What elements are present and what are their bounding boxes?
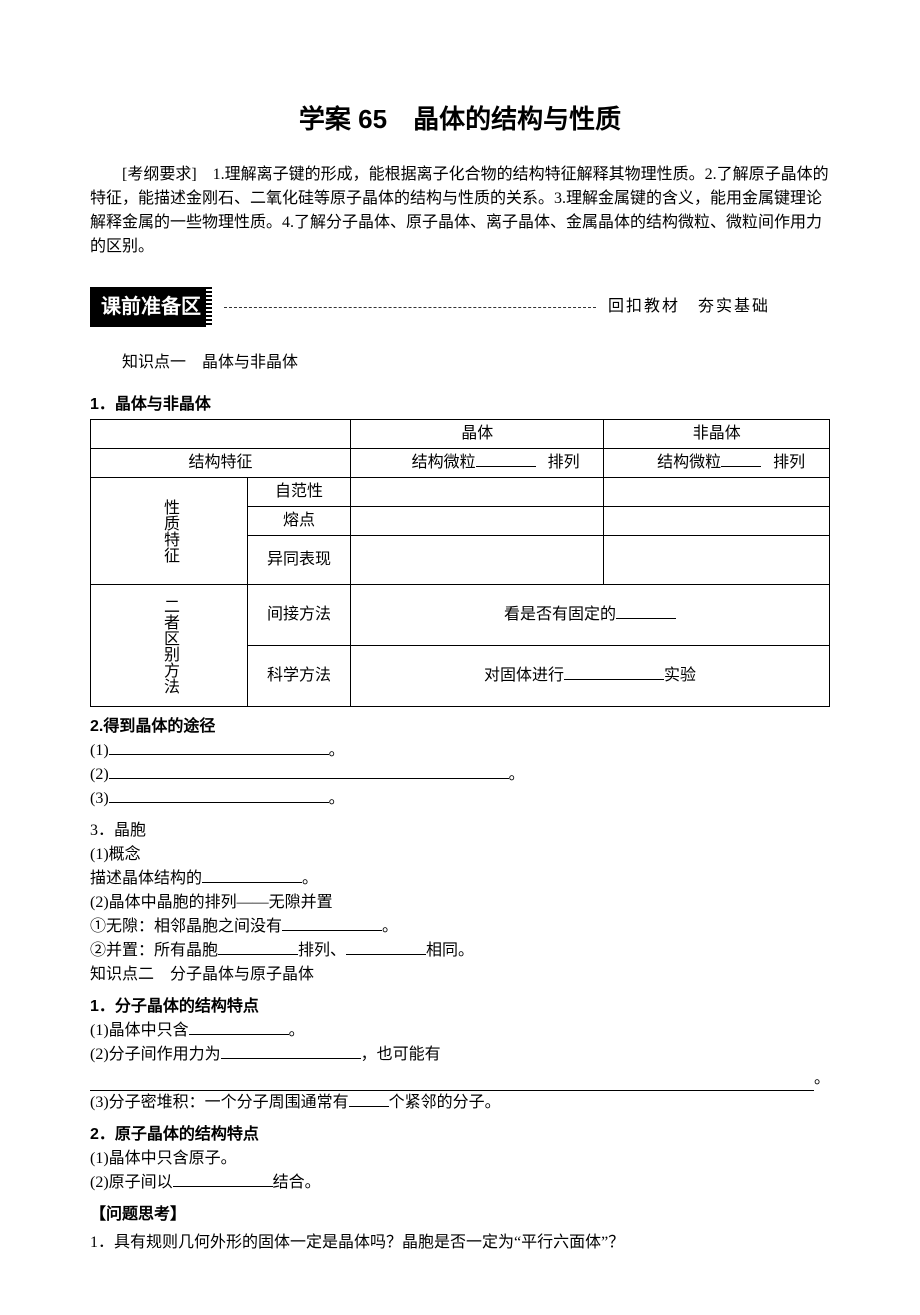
mol-1: (1)晶体中只含。 xyxy=(90,1019,830,1043)
struct-noncrystal-b: 排列 xyxy=(773,454,805,471)
blank xyxy=(721,466,761,467)
row-prop1: 自范性 xyxy=(248,478,351,507)
way-3: (3)。 xyxy=(90,787,830,811)
group-method: 二者区别方法 xyxy=(91,585,248,707)
method2-text-b: 实验 xyxy=(664,667,696,684)
knowledge-point-1: 知识点一 晶体与非晶体 xyxy=(90,351,830,375)
atom-heading: 2．原子晶体的结构特点 xyxy=(90,1123,830,1147)
crystal-table: 晶体 非晶体 结构特征 结构微粒 排列 结构微粒 排列 性质特征 自范性 熔点 xyxy=(90,419,830,707)
struct-crystal-a: 结构微粒 xyxy=(412,454,476,471)
group-prop: 性质特征 xyxy=(91,478,248,585)
band-left-box: 课前准备区 xyxy=(90,287,212,327)
band-right-text: 回扣教材 夯实基础 xyxy=(608,295,830,319)
row-prop3: 异同表现 xyxy=(248,536,351,585)
heading-3: 3．晶胞 xyxy=(90,819,830,843)
blank xyxy=(616,618,676,619)
row-struct-label: 结构特征 xyxy=(91,449,351,478)
th-crystal: 晶体 xyxy=(351,420,604,449)
struct-crystal-b: 排列 xyxy=(548,454,580,471)
think-heading: 【问题思考】 xyxy=(90,1203,830,1227)
intro-paragraph: [考纲要求] 1.理解离子键的形成，能根据离子化合物的结构特征解释其物理性质。2… xyxy=(90,163,830,259)
way-2: (2)。 xyxy=(90,763,830,787)
cell-p1: (1)概念 xyxy=(90,843,830,867)
method2-text-a: 对固体进行 xyxy=(484,667,564,684)
mol-2-tail: 。 xyxy=(814,1067,830,1091)
heading-2: 2.得到晶体的途径 xyxy=(90,715,830,739)
row-method2: 科学方法 xyxy=(248,646,351,707)
struct-noncrystal-a: 结构微粒 xyxy=(657,454,721,471)
method1-text: 看是否有固定的 xyxy=(504,606,616,623)
mol-3: (3)分子密堆积：一个分子周围通常有个紧邻的分子。 xyxy=(90,1091,830,1115)
blank xyxy=(476,466,536,467)
row-prop2: 熔点 xyxy=(248,507,351,536)
row-method1: 间接方法 xyxy=(248,585,351,646)
mol-2-longblank xyxy=(90,1072,814,1091)
heading-1: 1．晶体与非晶体 xyxy=(90,393,830,417)
think-q1: 1．具有规则几何外形的固体一定是晶体吗？晶胞是否一定为“平行六面体”？ xyxy=(90,1231,830,1255)
mol-heading: 1．分子晶体的结构特点 xyxy=(90,995,830,1019)
cell-p1b: 描述晶体结构的。 xyxy=(90,867,830,891)
doc-title: 学案 65 晶体的结构与性质 xyxy=(90,100,830,139)
cell-p2: (2)晶体中晶胞的排列——无隙并置 xyxy=(90,891,830,915)
atom-1: (1)晶体中只含原子。 xyxy=(90,1147,830,1171)
cell-p2a: ①无隙：相邻晶胞之间没有。 xyxy=(90,915,830,939)
band-line xyxy=(224,307,596,308)
mol-2: (2)分子间作用力为，也可能有 xyxy=(90,1043,830,1067)
knowledge-point-2: 知识点二 分子晶体与原子晶体 xyxy=(90,963,830,987)
atom-2: (2)原子间以结合。 xyxy=(90,1171,830,1195)
way-1: (1)。 xyxy=(90,739,830,763)
blank xyxy=(564,679,664,680)
th-noncrystal: 非晶体 xyxy=(604,420,830,449)
section-band: 课前准备区 回扣教材 夯实基础 xyxy=(90,287,830,327)
cell-p2b: ②并置：所有晶胞排列、相同。 xyxy=(90,939,830,963)
